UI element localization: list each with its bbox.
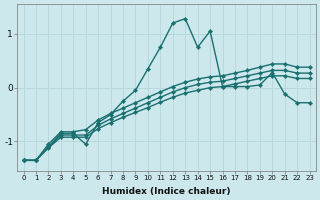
X-axis label: Humidex (Indice chaleur): Humidex (Indice chaleur) — [102, 187, 231, 196]
